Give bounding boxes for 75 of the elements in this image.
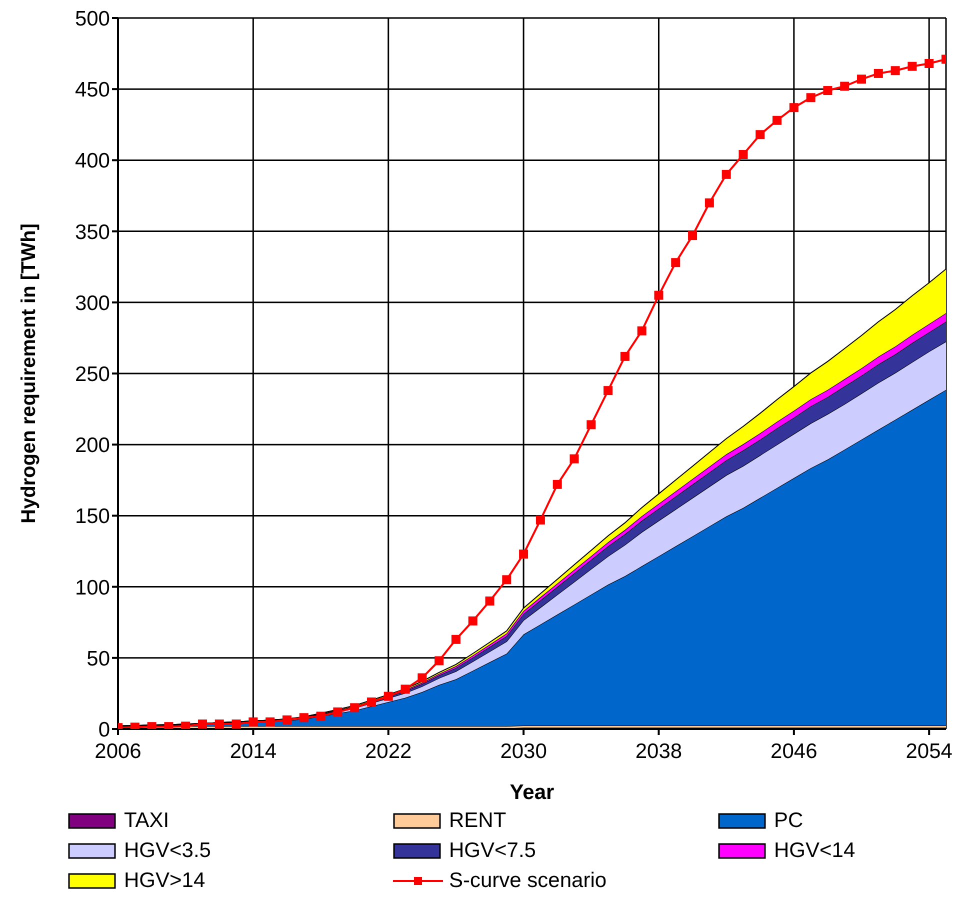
point: [214, 720, 224, 729]
legend-label: RENT: [449, 809, 506, 833]
y-axis-title: Hydrogen requirement in [TWh]: [18, 224, 40, 524]
x-tick-label: 2046: [770, 740, 818, 763]
x-tick-label: 2038: [635, 740, 682, 763]
point: [282, 715, 292, 724]
legend-label: HGV<14: [774, 839, 856, 863]
point: [586, 420, 596, 430]
point: [468, 616, 478, 626]
point: [772, 116, 782, 125]
point: [266, 717, 275, 726]
legend-label: S-curve scenario: [449, 869, 607, 893]
point: [451, 634, 460, 644]
y-tick-label: 150: [74, 505, 110, 528]
y-tick-label: 300: [74, 292, 110, 315]
point: [637, 326, 646, 336]
point: [806, 93, 816, 102]
y-tick-label: 50: [86, 647, 110, 670]
y-tick-label: 350: [74, 220, 110, 244]
point: [570, 454, 579, 464]
x-tick-label: 2022: [365, 740, 412, 763]
point: [366, 697, 376, 706]
legend-label: PC: [774, 809, 804, 833]
point: [248, 717, 258, 726]
point: [485, 596, 494, 606]
point: [823, 86, 832, 96]
point: [434, 656, 444, 666]
point: [756, 130, 765, 140]
y-tick-label: 0: [98, 718, 110, 742]
point: [536, 515, 545, 524]
point: [738, 150, 748, 160]
point: [924, 59, 934, 68]
point: [232, 720, 241, 729]
point: [620, 352, 630, 361]
point: [147, 722, 156, 729]
point: [384, 692, 393, 701]
y-tick-label: 100: [74, 576, 110, 600]
point: [722, 170, 731, 179]
point: [181, 722, 190, 729]
point: [519, 550, 528, 559]
x-tick-label: 2030: [500, 740, 547, 763]
point: [654, 290, 664, 300]
y-tick-label: 500: [74, 7, 110, 30]
point: [857, 74, 866, 84]
point: [502, 575, 512, 584]
y-tick-label: 250: [74, 362, 110, 386]
point: [789, 103, 798, 112]
point: [198, 720, 207, 729]
point: [552, 480, 562, 489]
point: [418, 673, 427, 682]
legend-label: HGV<7.5: [449, 839, 536, 863]
point: [164, 722, 174, 729]
legend-label: HGV>14: [124, 869, 206, 893]
y-tick-label: 400: [74, 150, 110, 173]
point: [316, 712, 326, 721]
point: [671, 258, 680, 268]
point: [400, 684, 410, 694]
point: [333, 707, 342, 716]
x-axis-title: Year: [510, 781, 554, 804]
legend-label: HGV<3.5: [124, 839, 211, 863]
point: [350, 703, 360, 712]
point: [299, 713, 308, 722]
y-tick-label: 450: [74, 78, 110, 102]
point: [704, 198, 714, 208]
x-tick-label: 2006: [94, 740, 142, 763]
point: [874, 68, 883, 78]
point: [908, 62, 917, 71]
y-tick-label: 200: [74, 434, 110, 458]
legend-label: TAXI: [124, 809, 170, 833]
point: [604, 386, 613, 396]
x-tick-label: 2014: [230, 740, 277, 763]
point: [890, 66, 900, 76]
x-tick-label: 2054: [906, 740, 953, 763]
point: [688, 231, 698, 240]
point: [840, 82, 850, 91]
